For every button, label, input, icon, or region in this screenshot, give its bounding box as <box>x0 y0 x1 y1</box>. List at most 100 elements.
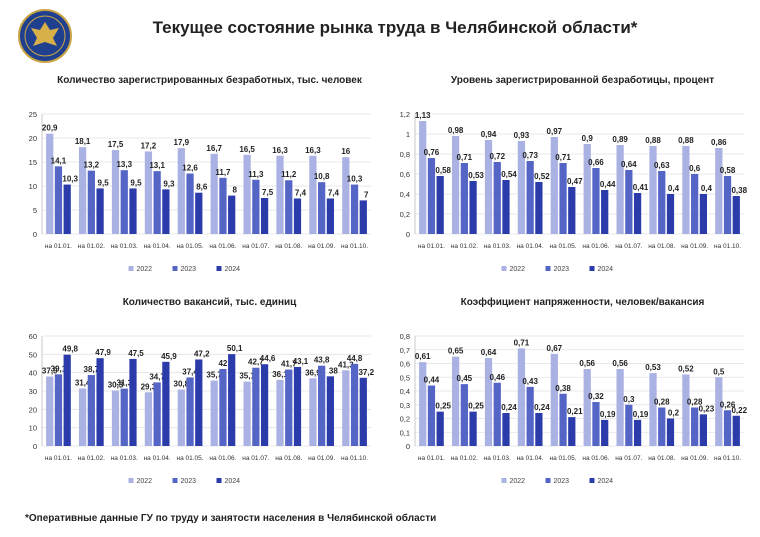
bar <box>691 407 699 446</box>
legend-label: 2023 <box>181 478 197 485</box>
data-label: 0,26 <box>720 400 736 409</box>
bar <box>427 158 436 234</box>
y-tick-label: 1 <box>406 130 410 139</box>
bar <box>699 414 708 446</box>
x-tick-label: на 01.06. <box>209 243 236 250</box>
data-label: 0,66 <box>588 158 604 167</box>
bar <box>243 381 251 446</box>
data-label: 10,3 <box>62 175 78 184</box>
bar <box>658 171 666 234</box>
y-tick-label: 15 <box>29 158 37 167</box>
bar <box>318 365 326 446</box>
data-label: 16,5 <box>239 145 255 154</box>
y-tick-label: 10 <box>29 424 37 433</box>
data-label: 20,9 <box>42 124 58 133</box>
data-label: 0,71 <box>457 153 473 162</box>
bar <box>666 194 675 234</box>
data-label: 0,98 <box>448 126 464 135</box>
data-label: 0,4 <box>668 184 680 193</box>
bar <box>592 168 600 234</box>
data-label: 0,71 <box>514 338 530 347</box>
y-tick-label: 50 <box>29 350 37 359</box>
bar <box>568 187 576 234</box>
x-tick-label: на 01.10. <box>714 243 741 250</box>
y-tick-label: 0,1 <box>400 428 410 437</box>
bar <box>177 148 185 234</box>
bar <box>550 353 558 446</box>
legend-label: 2022 <box>510 266 526 273</box>
data-label: 34,7 <box>149 372 165 381</box>
data-label: 14,1 <box>51 156 67 165</box>
data-label: 0,64 <box>481 348 497 357</box>
x-tick-label: на 01.03. <box>484 243 511 250</box>
legend-label: 2022 <box>510 478 526 485</box>
data-label: 0,21 <box>567 407 583 416</box>
x-tick-label: на 01.07. <box>615 455 642 462</box>
bar <box>78 147 87 234</box>
x-tick-label: на 01.09. <box>681 243 708 250</box>
data-label: 9,5 <box>130 178 142 187</box>
legend-label: 2023 <box>554 478 570 485</box>
y-tick-label: 0 <box>406 442 410 451</box>
bar <box>583 144 591 234</box>
x-tick-label: на 01.03. <box>111 455 138 462</box>
bar <box>96 188 104 234</box>
bar <box>342 370 350 446</box>
data-label: 0,61 <box>415 352 431 361</box>
bar <box>186 377 194 446</box>
data-label: 31,4 <box>75 378 91 387</box>
x-tick-label: на 01.05. <box>177 243 204 250</box>
data-label: 7 <box>364 190 369 199</box>
data-label: 17,9 <box>174 138 190 147</box>
y-tick-label: 0,5 <box>400 373 410 382</box>
y-tick-label: 60 <box>29 332 37 341</box>
legend-label: 2023 <box>554 266 570 273</box>
data-label: 44,6 <box>260 354 276 363</box>
data-label: 0,58 <box>435 166 451 175</box>
data-label: 10,3 <box>347 175 363 184</box>
bar <box>559 393 567 446</box>
bar <box>63 354 71 446</box>
bar <box>723 410 732 446</box>
bar <box>350 363 359 446</box>
data-label: 9,3 <box>163 179 175 188</box>
data-label: 0,63 <box>654 161 670 170</box>
data-label: 0,28 <box>654 398 670 407</box>
bar <box>195 192 203 234</box>
data-label: 41,3 <box>338 360 354 369</box>
bar <box>177 389 185 446</box>
bar <box>436 176 444 234</box>
bar <box>54 166 63 234</box>
data-label: 0,94 <box>481 130 497 139</box>
bar <box>732 196 740 234</box>
bar <box>559 163 567 234</box>
bar <box>625 170 633 234</box>
data-label: 30,3 <box>108 380 124 389</box>
bar <box>493 162 501 234</box>
data-label: 0,52 <box>534 172 550 181</box>
data-label: 0,46 <box>489 373 505 382</box>
bar <box>649 146 657 234</box>
bar <box>451 136 460 234</box>
chart: 0 0,1 0,2 0,3 0,4 0,5 0,6 0,7 0,8 на 01.01. 0,61 0,… <box>400 332 748 485</box>
bar <box>293 366 302 446</box>
legend-label: 2022 <box>137 478 153 485</box>
x-tick-label: на 01.02. <box>451 455 478 462</box>
data-label: 0,56 <box>579 359 595 368</box>
data-label: 50,1 <box>227 344 243 353</box>
bar <box>63 184 71 234</box>
bar <box>243 154 251 234</box>
bar <box>252 367 260 446</box>
bar <box>359 200 367 234</box>
data-label: 0,5 <box>713 367 725 376</box>
bar <box>260 198 269 234</box>
data-label: 0,24 <box>534 403 550 412</box>
chart: 0 10 20 30 40 50 60 на 01.01. 37,939,1 49,8 на 01.… <box>29 332 375 485</box>
chart-panel: 0 5 10 15 20 25 на 01.01. 20,9 14,1 10,3 на 01.02.… <box>12 70 377 292</box>
x-tick-label: на 01.01. <box>45 455 72 462</box>
data-label: 0,71 <box>555 153 571 162</box>
chart-title: Уровень зарегистрированной безработицы, … <box>450 75 715 86</box>
bar <box>78 388 87 446</box>
bar <box>484 140 493 234</box>
bar <box>526 386 534 446</box>
